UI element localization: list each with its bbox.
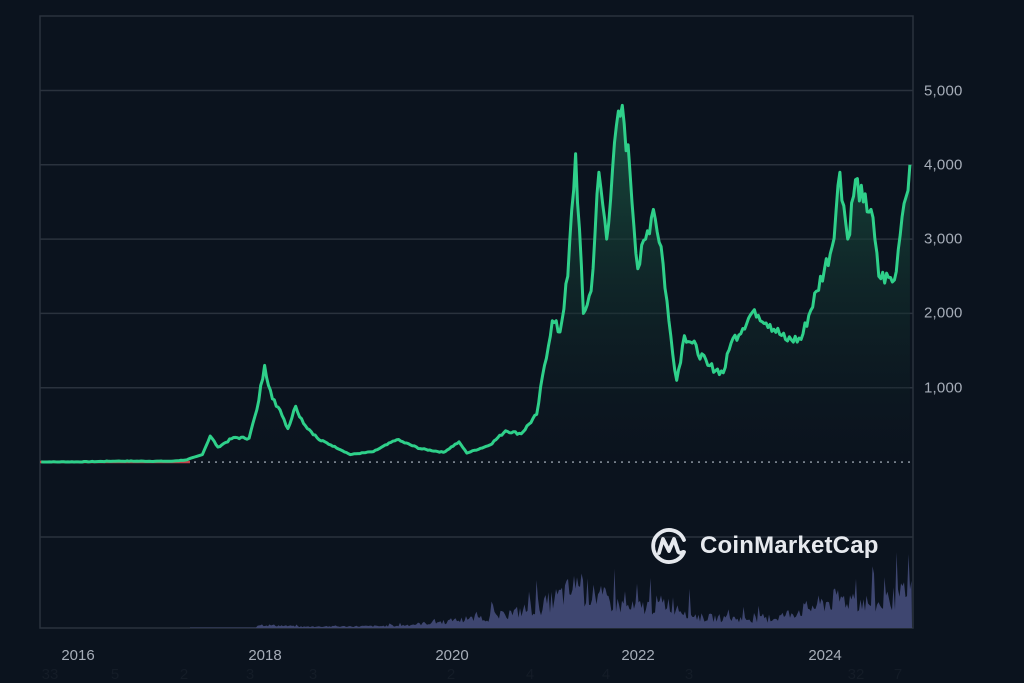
y-tick-label: 2,000 (924, 304, 963, 322)
brand-name: CoinMarketCap (700, 532, 879, 559)
x-tick-label: 2018 (248, 647, 282, 664)
price-area (41, 105, 910, 463)
ghost-number: 5 (110, 666, 120, 683)
price-line (41, 103, 912, 464)
ghost-number: 3 (684, 666, 694, 683)
ghost-number: 7 (893, 666, 903, 683)
ghost-number: 32 (847, 666, 865, 683)
x-tick-label: 2020 (435, 647, 469, 664)
y-tick-label: 1,000 (924, 379, 963, 397)
ghost-number: 4 (525, 666, 535, 683)
x-tick-label: 2024 (808, 647, 842, 664)
ghost-number: 4 (601, 666, 611, 683)
volume-bars (190, 552, 912, 628)
ghost-number: 2 (179, 666, 189, 683)
y-tick-label: 4,000 (924, 156, 963, 174)
ghost-number: 3 (245, 666, 255, 683)
x-tick-label: 2022 (621, 647, 655, 664)
ghost-number: 2 (446, 666, 456, 683)
x-tick-label: 2016 (61, 647, 95, 664)
ghost-number: 3 (308, 666, 318, 683)
coinmarketcap-logo: CoinMarketCap (648, 524, 879, 568)
coinmarketcap-logo-icon (651, 528, 686, 564)
y-tick-label: 5,000 (924, 82, 963, 99)
ghost-number: 33 (41, 666, 59, 683)
y-tick-label: 3,000 (924, 230, 963, 248)
